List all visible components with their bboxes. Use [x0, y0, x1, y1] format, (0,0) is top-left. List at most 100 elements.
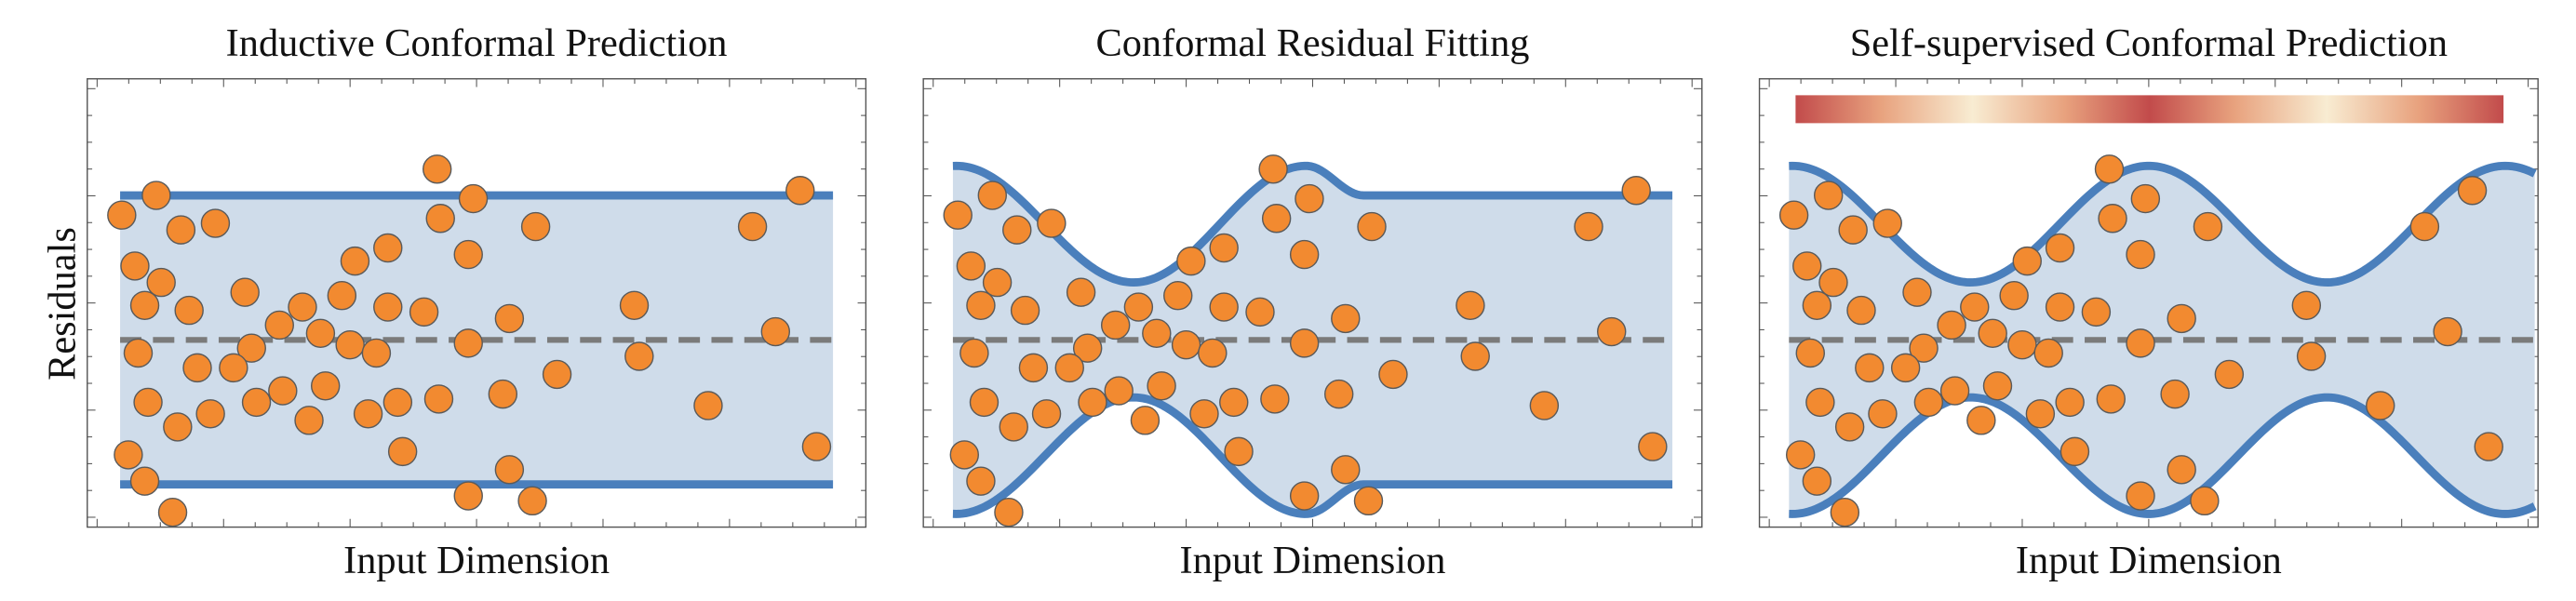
- residual-point: [693, 391, 723, 421]
- residual-point: [488, 379, 518, 409]
- residual-point: [1258, 154, 1288, 184]
- residual-point: [310, 371, 341, 401]
- residual-point: [114, 440, 143, 470]
- residual-point: [2457, 176, 2488, 206]
- residual-point: [141, 180, 171, 210]
- residual-point: [982, 267, 1013, 298]
- residual-point: [373, 292, 403, 322]
- residual-point: [2098, 204, 2127, 234]
- residual-point: [327, 280, 357, 311]
- residual-point: [1324, 379, 1354, 409]
- residual-point: [1792, 251, 1822, 281]
- residual-point: [1890, 353, 1921, 383]
- residual-point: [1209, 292, 1239, 322]
- residual-point: [174, 295, 204, 326]
- residual-point: [305, 318, 336, 349]
- x-axis-label: Input Dimension: [2016, 539, 2282, 582]
- residual-point: [1142, 318, 1172, 349]
- residual-point: [494, 303, 525, 334]
- residual-point: [1868, 399, 1898, 429]
- residual-point: [1939, 376, 1970, 406]
- residual-point: [2409, 211, 2440, 242]
- residual-point: [1574, 211, 1603, 242]
- residual-point: [182, 353, 212, 383]
- residual-point: [387, 436, 418, 467]
- residual-point: [1621, 176, 1651, 206]
- residual-point: [1037, 208, 1067, 238]
- residual-point: [1378, 359, 1408, 390]
- residual-point: [1597, 316, 1627, 347]
- residual-point: [340, 246, 370, 276]
- residual-point: [453, 328, 483, 358]
- residual-point: [1830, 497, 1860, 528]
- residual-point: [2033, 338, 2063, 368]
- residual-point: [2096, 384, 2126, 414]
- residual-point: [2126, 328, 2155, 358]
- residual-point: [1902, 277, 1932, 307]
- x-axis-label: Input Dimension: [343, 539, 610, 582]
- residual-point: [1982, 371, 2013, 401]
- residual-point: [2190, 486, 2220, 516]
- residual-point: [1031, 399, 1062, 429]
- residual-point: [1018, 353, 1049, 383]
- residual-point: [1100, 310, 1131, 341]
- residual-point: [2130, 183, 2161, 214]
- residual-point: [1331, 303, 1361, 334]
- residual-point: [2081, 297, 2112, 327]
- residual-point: [1805, 387, 1835, 418]
- residual-point: [1529, 391, 1560, 421]
- residual-point: [353, 399, 383, 429]
- residual-point: [520, 211, 551, 242]
- residual-point: [373, 233, 403, 263]
- residual-point: [619, 290, 650, 321]
- panel-title: Self-supervised Conformal Prediction: [1850, 21, 2448, 65]
- residual-point: [230, 277, 260, 307]
- residual-point: [453, 239, 483, 270]
- residual-point: [2366, 391, 2395, 421]
- residual-point: [994, 497, 1024, 528]
- residual-point: [624, 341, 654, 371]
- residual-point: [120, 251, 150, 281]
- residual-point: [1289, 328, 1320, 358]
- residual-point: [382, 387, 413, 418]
- residual-point: [1966, 406, 1996, 435]
- residual-point: [2167, 455, 2196, 485]
- residual-point: [146, 267, 176, 298]
- residual-point: [2045, 292, 2075, 322]
- residual-point: [1010, 295, 1040, 326]
- residual-point: [1189, 399, 1219, 429]
- residual-point: [1219, 387, 1249, 418]
- residual-point: [1802, 466, 1832, 496]
- residual-point: [2025, 399, 2056, 429]
- residual-point: [2296, 341, 2327, 371]
- residual-point: [458, 183, 489, 214]
- residual-point: [200, 208, 231, 238]
- residual-point: [2214, 359, 2245, 390]
- residual-point: [1147, 371, 1176, 401]
- residual-point: [959, 338, 989, 368]
- residual-point: [2193, 211, 2223, 242]
- residual-point: [163, 412, 193, 442]
- residual-point: [1353, 486, 1384, 516]
- lower-bound: [952, 393, 1673, 518]
- residual-point: [133, 387, 163, 418]
- residual-point: [2167, 303, 2196, 334]
- residual-point: [956, 251, 986, 281]
- residual-point: [129, 466, 160, 496]
- residual-point: [264, 310, 294, 341]
- residual-point: [1909, 333, 1939, 363]
- residual-point: [949, 440, 979, 470]
- residual-point: [423, 154, 452, 184]
- residual-point: [1163, 280, 1193, 311]
- residual-point: [1838, 215, 1868, 245]
- residual-point: [1224, 436, 1254, 467]
- residual-point: [737, 211, 768, 242]
- residual-point: [2126, 481, 2155, 511]
- residual-point: [1002, 215, 1032, 245]
- residual-point: [999, 412, 1028, 442]
- residual-point: [1130, 406, 1161, 435]
- residual-point: [1802, 290, 1832, 321]
- residual-point: [1813, 180, 1844, 210]
- residual-point: [1289, 239, 1320, 270]
